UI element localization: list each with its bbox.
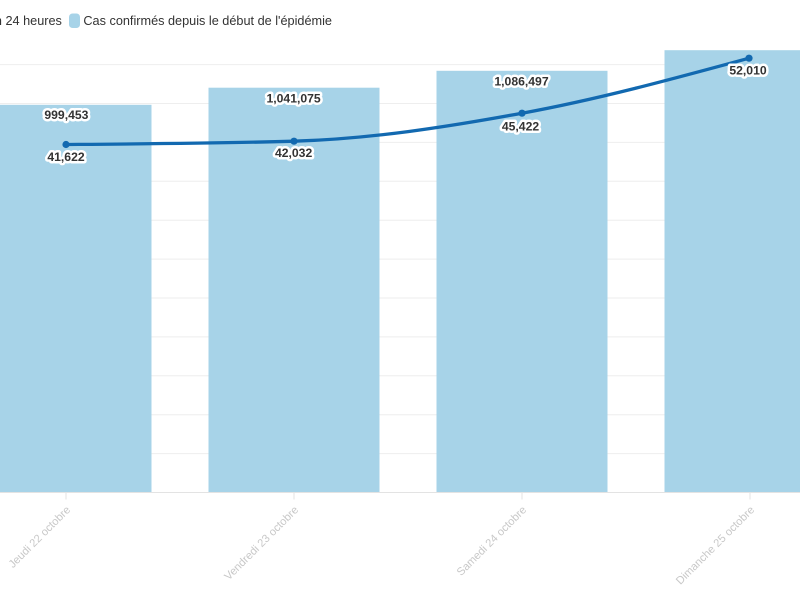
svg-text:1,041,075: 1,041,075: [266, 92, 320, 106]
svg-text:52,010: 52,010: [729, 64, 766, 78]
svg-text:1,086,497: 1,086,497: [494, 75, 548, 89]
svg-text:999,453: 999,453: [44, 108, 88, 122]
svg-text:Cas confirmés depuis le début: Cas confirmés depuis le début de l'épidé…: [83, 14, 332, 28]
svg-text:42,032: 42,032: [275, 146, 312, 160]
svg-text:Cas confirmés en 24 heures: Cas confirmés en 24 heures: [0, 14, 62, 28]
svg-text:45,422: 45,422: [502, 119, 539, 133]
svg-text:41,622: 41,622: [47, 150, 84, 164]
